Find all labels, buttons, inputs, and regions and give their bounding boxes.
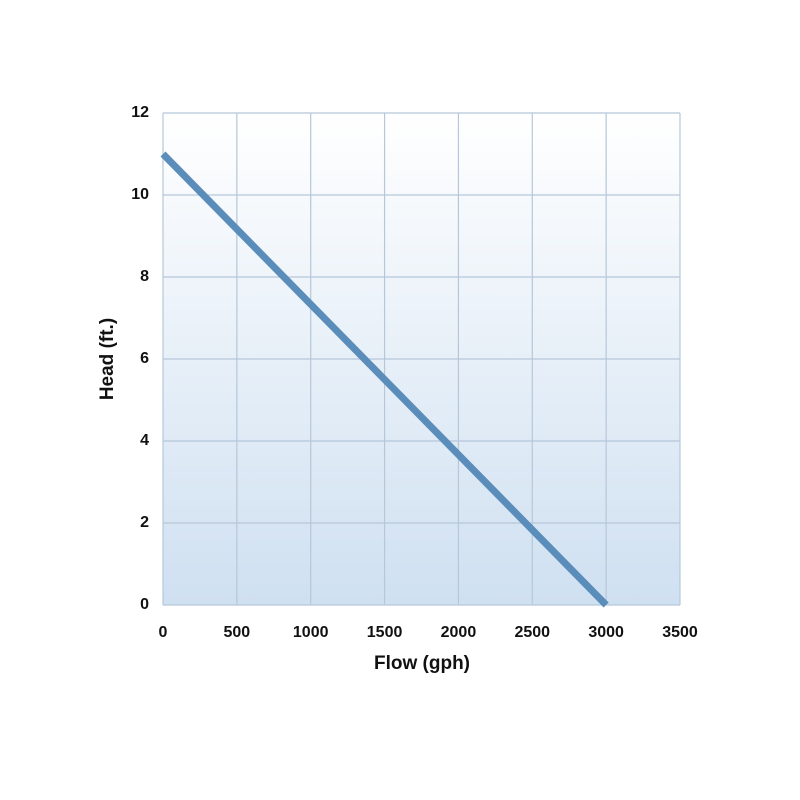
y-tick-label: 12 (131, 104, 149, 121)
y-axis-label: Head (ft.) (97, 318, 118, 400)
y-tick-label: 2 (140, 514, 149, 531)
x-tick-label: 2500 (514, 624, 550, 641)
x-axis-label: Flow (gph) (374, 653, 470, 674)
x-tick-label: 2000 (441, 624, 477, 641)
x-tick-label: 1500 (367, 624, 403, 641)
line (160, 151, 609, 608)
x-tick-label: 1000 (293, 624, 329, 641)
y-tick-label: 8 (140, 268, 149, 285)
x-tick-label: 500 (224, 624, 251, 641)
y-tick-label: 6 (140, 350, 149, 367)
x-tick-label: 3500 (662, 624, 698, 641)
x-tick-label: 0 (159, 624, 168, 641)
y-tick-label: 0 (140, 596, 149, 613)
x-tick-label: 3000 (588, 624, 624, 641)
y-tick-label: 4 (140, 432, 149, 449)
y-tick-label: 10 (131, 186, 149, 203)
